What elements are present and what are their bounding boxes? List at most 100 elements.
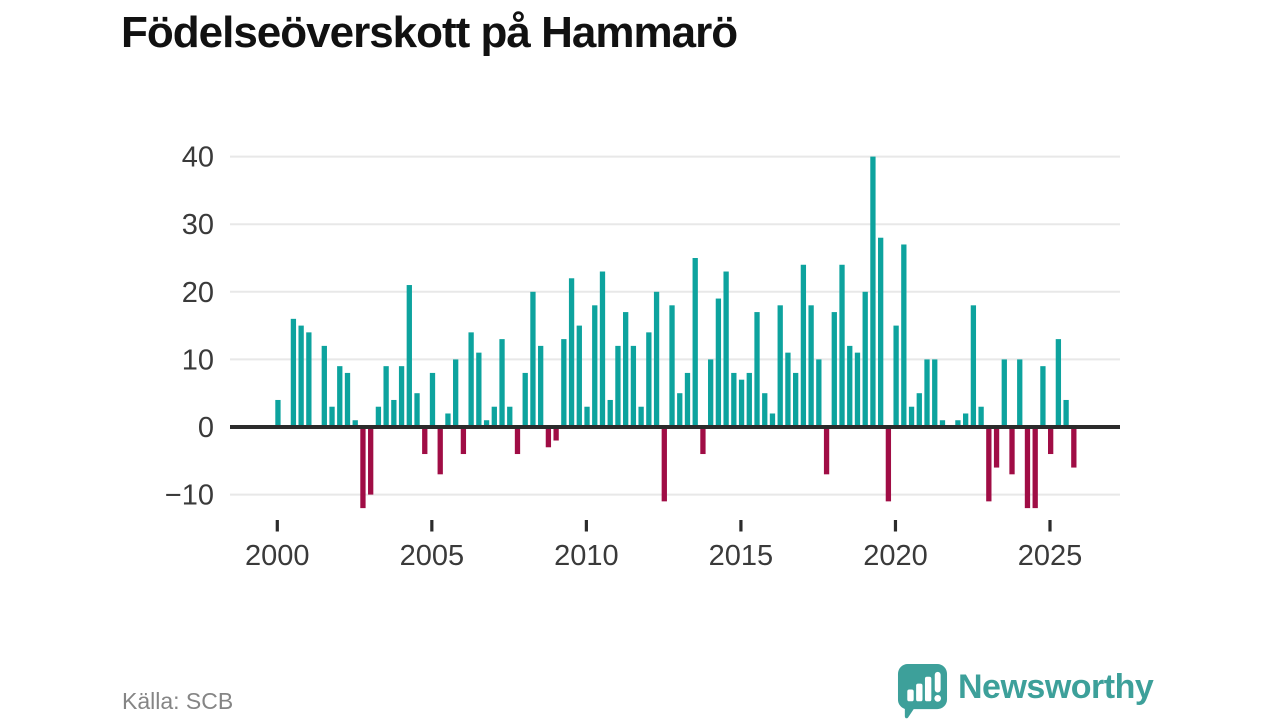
bar-2019-Q2 (870, 156, 876, 427)
bar-2010-Q1 (584, 406, 590, 427)
bar-2002-Q1 (337, 366, 343, 427)
bar-2013-Q1 (677, 393, 683, 427)
bar-2019-Q1 (862, 291, 868, 427)
bar-2024-Q4 (1040, 366, 1046, 427)
bar-2004-Q1 (398, 366, 405, 427)
bar-2025-Q3 (1063, 399, 1069, 427)
bar-2019-Q3 (878, 237, 884, 427)
x-axis-label: 2005 (400, 540, 465, 572)
bar-2010-Q4 (607, 399, 613, 427)
bar-2006-Q2 (468, 332, 474, 427)
bar-2007-Q1 (491, 406, 497, 427)
bar-2014-Q1 (708, 359, 714, 427)
bar-2011-Q1 (615, 345, 621, 427)
bar-2018-Q4 (854, 352, 861, 427)
bar-2015-Q4 (762, 393, 768, 427)
bar-2020-Q4 (916, 393, 922, 427)
newsworthy-logo-text: Newsworthy (958, 668, 1154, 706)
x-axis-label: 2020 (863, 540, 928, 572)
bar-2011-Q2 (623, 312, 629, 427)
bar-2011-Q3 (630, 345, 637, 427)
y-axis-label: 30 (182, 209, 214, 241)
y-axis-label: 20 (182, 277, 214, 309)
bar-2009-Q3 (568, 278, 575, 427)
bar-2008-Q4 (545, 427, 552, 448)
bar-2025-Q4 (1071, 427, 1077, 468)
bar-2016-Q2 (777, 305, 783, 427)
bar-2014-Q3 (723, 271, 729, 427)
bar-2007-Q2 (499, 339, 505, 427)
bar-2000-Q3 (290, 318, 297, 427)
bar-2023-Q2 (993, 427, 1000, 468)
bar-2013-Q4 (700, 427, 706, 455)
bar-2010-Q2 (592, 305, 598, 427)
bar-2022-Q2 (963, 413, 969, 427)
bar-2001-Q4 (329, 406, 335, 427)
bar-2012-Q1 (646, 332, 652, 427)
bar-2022-Q3 (970, 305, 977, 427)
bar-2014-Q4 (731, 372, 737, 427)
source-caption: Källa: SCB (122, 688, 234, 714)
bar-2016-Q4 (793, 372, 799, 427)
chart-title: Födelseöverskott på Hammarö (121, 8, 738, 57)
x-axis-label: 2010 (554, 540, 619, 572)
bar-2006-Q3 (476, 352, 482, 427)
bar-2016-Q3 (785, 352, 791, 427)
bar-2021-Q3 (939, 420, 946, 427)
x-axis-label: 2000 (245, 540, 310, 572)
bar-2002-Q4 (360, 427, 366, 509)
bar-2009-Q1 (553, 427, 559, 441)
bar-2021-Q1 (924, 359, 930, 427)
bar-2017-Q1 (800, 264, 807, 427)
bar-2007-Q4 (514, 427, 521, 455)
bar-2006-Q1 (460, 427, 467, 455)
bar-2024-Q1 (1017, 359, 1023, 427)
bar-2018-Q1 (831, 312, 837, 427)
bar-2015-Q2 (746, 372, 752, 427)
bar-2004-Q2 (406, 285, 412, 427)
bar-2003-Q2 (375, 406, 382, 427)
bar-2025-Q2 (1055, 339, 1062, 427)
bar-2017-Q2 (808, 305, 814, 427)
x-axis-label: 2025 (1018, 540, 1083, 572)
bar-2012-Q4 (669, 305, 675, 427)
bar-2023-Q3 (1001, 359, 1007, 427)
bar-2024-Q3 (1032, 427, 1038, 509)
bar-2005-Q3 (445, 413, 451, 427)
bar-2020-Q2 (901, 244, 907, 427)
bar-2007-Q3 (507, 406, 513, 427)
bar-2009-Q4 (576, 325, 582, 427)
bar-2025-Q1 (1048, 427, 1054, 455)
bar-2003-Q3 (383, 366, 389, 427)
bar-2011-Q4 (638, 406, 644, 427)
bar-2003-Q4 (391, 399, 397, 427)
bar-2021-Q2 (932, 359, 938, 427)
y-axis-label: 40 (182, 142, 214, 174)
bar-2013-Q3 (692, 258, 698, 427)
y-axis-label: −10 (165, 480, 214, 512)
bar-2000-Q4 (298, 325, 304, 427)
bar-2013-Q2 (684, 372, 691, 427)
bar-2001-Q1 (306, 332, 312, 427)
y-axis-label: 0 (198, 412, 214, 444)
x-axis-label: 2015 (709, 540, 774, 572)
bar-2014-Q2 (715, 298, 722, 427)
newsworthy-logo: Newsworthy (897, 663, 1154, 720)
bar-2005-Q1 (429, 372, 436, 427)
bar-2006-Q4 (483, 420, 490, 427)
bar-2008-Q1 (522, 372, 528, 427)
bar-2016-Q1 (769, 413, 776, 427)
bar-2009-Q2 (561, 339, 567, 427)
bar-2003-Q1 (368, 427, 374, 495)
y-axis-label: 10 (182, 344, 214, 376)
bar-2017-Q4 (823, 427, 830, 475)
bar-2022-Q4 (978, 406, 984, 427)
bar-2024-Q2 (1024, 427, 1031, 509)
bar-2015-Q1 (738, 379, 745, 427)
bar-2008-Q3 (538, 345, 544, 427)
bar-2012-Q3 (661, 427, 667, 502)
bar-2004-Q4 (422, 427, 428, 455)
bar-2018-Q2 (839, 264, 845, 427)
bar-2008-Q2 (530, 291, 536, 427)
